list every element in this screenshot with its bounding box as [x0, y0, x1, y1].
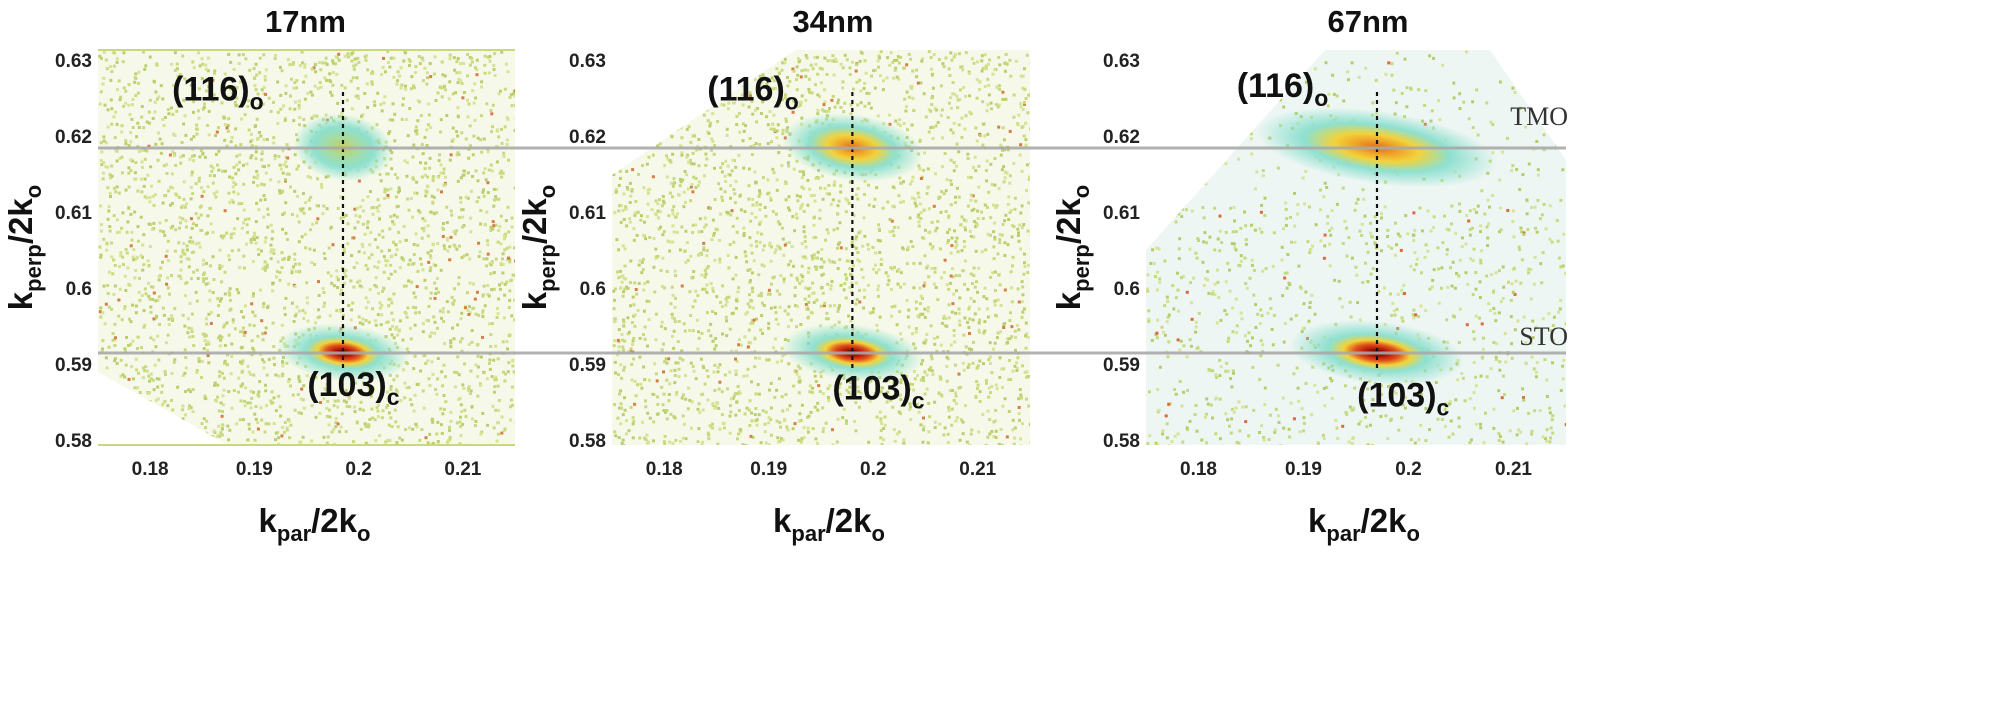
peak-label: (103)c	[832, 370, 924, 414]
y-tick-label: 0.62	[55, 127, 92, 148]
y-tick-label: 0.6	[66, 279, 92, 300]
y-tick-label: 0.62	[569, 127, 606, 148]
x-tick-label: 0.21	[1495, 459, 1532, 480]
y-tick-label: 0.58	[1103, 431, 1140, 452]
peak-label: (116)o	[1237, 67, 1329, 111]
x-tick-label: 0.2	[1395, 459, 1421, 480]
x-tick-label: 0.19	[1285, 459, 1322, 480]
layer-label: STO	[1519, 322, 1568, 351]
layer-label: TMO	[1510, 102, 1568, 131]
x-tick-label: 0.21	[444, 459, 481, 480]
y-tick-label: 0.63	[1103, 51, 1140, 72]
x-axis-label: kpar/2ko	[773, 502, 885, 546]
y-axis-label: kperp/2ko	[2, 185, 46, 310]
y-tick-label: 0.62	[1103, 127, 1140, 148]
y-tick-label: 0.58	[55, 431, 92, 452]
y-tick-label: 0.61	[569, 203, 606, 224]
panel-67nm: 67nm 0.63 0.62 0.61 0.6 0.59 0.58 0.18 0.19 0.2 0.…	[1050, 4, 1568, 546]
y-tick-label: 0.61	[55, 203, 92, 224]
y-tick-label: 0.63	[55, 51, 92, 72]
x-tick-label: 0.2	[860, 459, 886, 480]
peak-label: (103)c	[307, 366, 399, 410]
panel-34nm: 34nm 0.63 0.62 0.61 0.6 0.59 0.58 0.18 0.19 0.2 0.…	[516, 4, 1030, 546]
y-tick-label: 0.59	[55, 355, 92, 376]
y-axis-label: kperp/2ko	[516, 185, 560, 310]
y-tick-label: 0.63	[569, 51, 606, 72]
peak-label: (116)o	[172, 70, 264, 114]
x-tick-label: 0.18	[132, 459, 169, 480]
x-tick-label: 0.21	[959, 459, 996, 480]
peak-label: (116)o	[707, 70, 799, 114]
panel-title: 34nm	[793, 4, 874, 39]
x-tick-label: 0.18	[1180, 459, 1217, 480]
peak-label: (103)c	[1357, 377, 1449, 421]
y-axis-label: kperp/2ko	[1050, 185, 1094, 310]
y-tick-label: 0.58	[569, 431, 606, 452]
panel-title: 67nm	[1328, 4, 1409, 39]
x-tick-label: 0.18	[646, 459, 683, 480]
x-tick-label: 0.2	[345, 459, 371, 480]
x-axis-label: kpar/2ko	[1308, 502, 1420, 546]
intensity-background	[612, 50, 1030, 445]
y-tick-label: 0.61	[1103, 203, 1140, 224]
y-tick-label: 0.6	[1114, 279, 1140, 300]
y-tick-label: 0.6	[580, 279, 606, 300]
y-tick-label: 0.59	[1103, 355, 1140, 376]
reference-lines	[98, 49, 1566, 446]
y-tick-label: 0.59	[569, 355, 606, 376]
x-tick-label: 0.19	[236, 459, 273, 480]
x-tick-label: 0.19	[750, 459, 787, 480]
x-axis-label: kpar/2ko	[259, 502, 371, 546]
panel-17nm: 17nm 0.63 0.62 0.61 0.6 0.59 0.58 0.18 0.19 0.2 0.…	[2, 4, 515, 546]
panel-title: 17nm	[265, 4, 346, 39]
